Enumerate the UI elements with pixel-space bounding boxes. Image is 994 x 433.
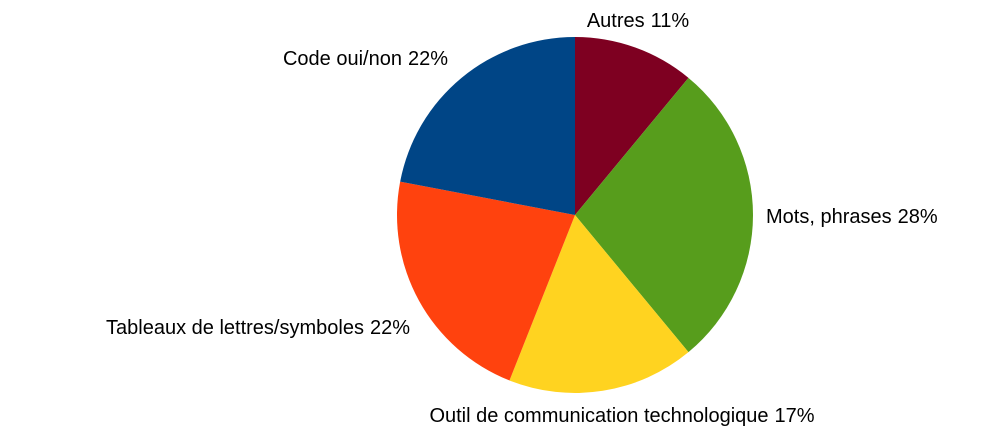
category-name: Tableaux de lettres/symboles <box>106 317 364 339</box>
value-label: 17% <box>775 405 815 427</box>
category-name: Autres <box>587 10 645 32</box>
slice-label: Code oui/non 22% <box>283 48 448 70</box>
slice-label: Mots, phrases 28% <box>766 206 938 228</box>
pie-slice <box>400 37 575 215</box>
slice-label: Tableaux de lettres/symboles 22% <box>106 317 410 339</box>
pie-slice <box>575 77 753 353</box>
pie-slice <box>575 37 689 215</box>
slice-label: Outil de communication technologique 17% <box>429 405 814 427</box>
category-name: Mots, phrases <box>766 206 892 228</box>
value-label: 11% <box>651 10 690 32</box>
value-label: 22% <box>408 48 448 70</box>
slice-label: Autres 11% <box>587 10 690 32</box>
value-label: 28% <box>898 206 938 228</box>
pie-slice <box>397 181 575 381</box>
category-name: Code oui/non <box>283 48 402 70</box>
value-label: 22% <box>370 317 410 339</box>
pie-slice <box>509 215 689 393</box>
category-name: Outil de communication technologique <box>429 405 768 427</box>
